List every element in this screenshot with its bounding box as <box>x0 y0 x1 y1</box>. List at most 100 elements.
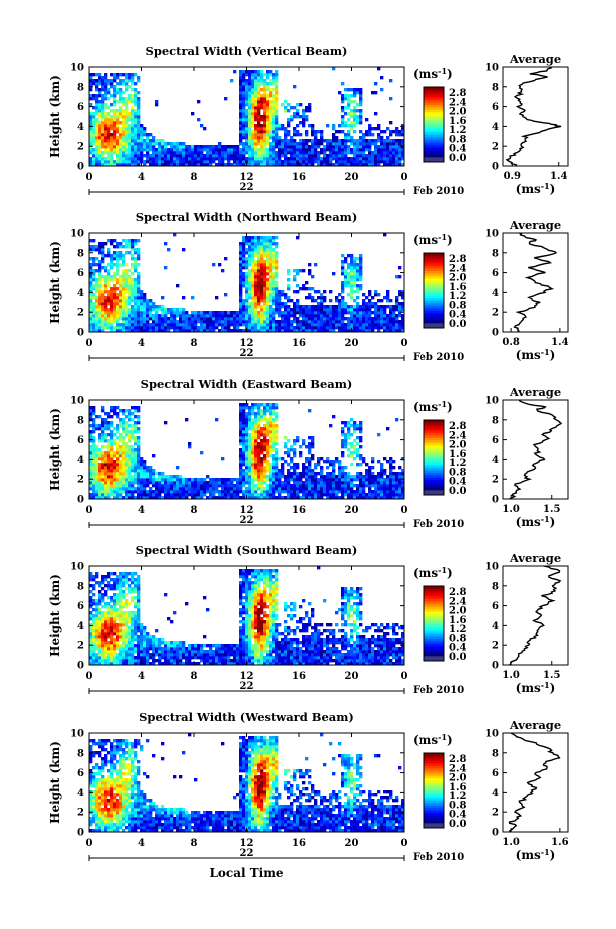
heatmap-cell <box>149 142 153 146</box>
heatmap-cell <box>317 323 321 327</box>
heatmap-cell <box>347 124 351 128</box>
heatmap-cell <box>227 493 231 497</box>
heatmap-cell <box>140 484 144 488</box>
heatmap-cell <box>104 157 108 161</box>
heatmap-cell <box>260 442 264 446</box>
heatmap-cell <box>338 320 342 324</box>
heatmap-cell <box>260 466 264 470</box>
x-tick-label: 0 <box>401 172 408 183</box>
heatmap-cell <box>347 487 351 491</box>
heatmap-cell <box>269 160 273 164</box>
heatmap-cell <box>287 308 291 312</box>
heatmap-cell <box>164 484 168 488</box>
heatmap-cell <box>296 103 300 107</box>
heatmap-cell <box>356 496 360 500</box>
heatmap-cell <box>365 157 369 161</box>
heatmap-cell <box>287 439 291 443</box>
heatmap-cell <box>236 323 240 327</box>
heatmap-cell <box>98 151 102 155</box>
heatmap-cell <box>203 326 207 330</box>
heatmap-cell <box>275 103 279 107</box>
heatmap-cell <box>254 266 258 270</box>
heatmap-cell <box>131 124 135 128</box>
heatmap-cell <box>269 115 273 119</box>
heatmap-cell <box>182 148 186 152</box>
heatmap-cell <box>212 487 216 491</box>
heatmap-cell <box>350 493 354 497</box>
heatmap-cell <box>116 73 120 77</box>
heatmap-cell <box>251 436 255 440</box>
heatmap-cell <box>203 478 207 482</box>
heatmap-cell <box>152 475 156 479</box>
heatmap-cell <box>254 245 258 249</box>
heatmap-cell <box>146 478 150 482</box>
heatmap-cell <box>158 154 162 158</box>
colorbar-band <box>424 258 444 261</box>
heatmap-cell <box>134 424 138 428</box>
heatmap-cell <box>104 160 108 164</box>
heatmap-cell <box>209 145 213 149</box>
heatmap-cell <box>128 329 132 333</box>
heatmap-cell <box>245 281 249 285</box>
heatmap-cell <box>134 124 138 128</box>
heatmap-cell <box>131 427 135 431</box>
heatmap-cell <box>248 133 252 137</box>
heatmap-cell <box>113 109 117 113</box>
heatmap-cell <box>131 239 135 243</box>
heatmap-cell <box>110 151 114 155</box>
heatmap-cell <box>401 293 405 297</box>
heatmap-cell <box>143 317 147 321</box>
heatmap-cell <box>101 472 105 476</box>
heatmap-cell <box>278 163 282 167</box>
heatmap-cell <box>371 163 375 167</box>
heatmap-cell <box>137 124 141 128</box>
heatmap-cell <box>287 490 291 494</box>
heatmap-cell <box>260 475 264 479</box>
heatmap-cell <box>296 272 300 276</box>
heatmap-cell <box>395 329 399 333</box>
heatmap-cell <box>401 314 405 318</box>
colorbar-tick-label: 0.4 <box>449 144 466 155</box>
heatmap-cell <box>311 481 315 485</box>
heatmap-cell <box>263 406 267 410</box>
heatmap-cell <box>89 469 93 473</box>
heatmap-cell <box>98 82 102 86</box>
heatmap-cell <box>146 148 150 152</box>
heatmap-cell <box>266 478 270 482</box>
heatmap-cell <box>119 100 123 104</box>
heatmap-cell <box>176 478 180 482</box>
heatmap-cell <box>296 436 300 440</box>
heatmap-cell <box>113 148 117 152</box>
colorbar-band <box>424 320 444 324</box>
heatmap-cell <box>245 460 249 464</box>
heatmap-cell <box>302 496 306 500</box>
heatmap-cell <box>245 427 249 431</box>
heatmap-cell <box>122 427 126 431</box>
heatmap-cell <box>131 320 135 324</box>
heatmap-cell <box>116 490 120 494</box>
heatmap-cell <box>296 484 300 488</box>
heatmap-cell <box>194 490 198 494</box>
heatmap-cell <box>266 82 270 86</box>
heatmap-cell <box>311 475 315 479</box>
heatmap-cell <box>101 430 105 434</box>
heatmap-cell <box>293 127 297 131</box>
heatmap-cell <box>143 472 147 476</box>
heatmap-cell <box>320 487 324 491</box>
heatmap-cell <box>122 487 126 491</box>
heatmap-cell <box>317 457 321 461</box>
heatmap-cell <box>341 308 345 312</box>
heatmap-cell <box>275 478 279 482</box>
heatmap-cell <box>266 100 270 104</box>
heatmap-cell <box>374 82 378 86</box>
heatmap-cell <box>287 448 291 452</box>
heatmap-cell <box>317 311 321 315</box>
heatmap-cell <box>395 157 399 161</box>
heatmap-cell <box>167 320 171 324</box>
heatmap-cell <box>293 133 297 137</box>
heatmap-cell <box>353 157 357 161</box>
heatmap-cell <box>350 323 354 327</box>
heatmap-cell <box>116 430 120 434</box>
heatmap-cell <box>284 151 288 155</box>
heatmap-cell <box>335 139 339 143</box>
